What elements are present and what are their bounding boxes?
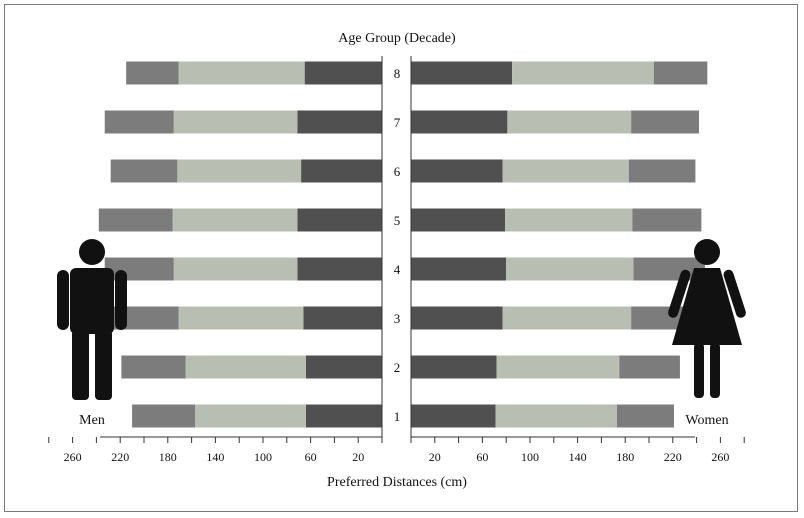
bars-group xyxy=(98,61,708,428)
women-bar-5-seg2 xyxy=(505,208,633,232)
men-bar-2-seg1 xyxy=(305,355,382,379)
women-bar-8-seg1 xyxy=(411,61,513,85)
woman-figure-icon xyxy=(668,239,746,398)
men-bar-2-seg2 xyxy=(185,355,306,379)
men-bar-3-seg2 xyxy=(178,306,304,330)
men-tick-label: 20 xyxy=(352,450,364,464)
men-bar-1-seg1 xyxy=(305,404,382,428)
women-bar-6-seg1 xyxy=(411,159,503,183)
women-bar-3-seg1 xyxy=(411,306,503,330)
men-tick-label: 180 xyxy=(159,450,177,464)
age-group-label: 4 xyxy=(394,262,401,277)
women-bar-4-seg2 xyxy=(506,257,634,281)
women-bar-5-seg1 xyxy=(411,208,506,232)
men-bar-1-seg3 xyxy=(132,404,196,428)
men-label: Men xyxy=(79,413,105,428)
age-group-label: 5 xyxy=(394,213,401,228)
x-axis-label: Preferred Distances (cm) xyxy=(327,475,467,490)
men-tick-label: 260 xyxy=(64,450,82,464)
women-tick-label: 220 xyxy=(664,450,682,464)
men-tick-label: 140 xyxy=(206,450,224,464)
chart-title: Age Group (Decade) xyxy=(338,31,456,46)
women-bar-6-seg3 xyxy=(628,159,696,183)
men-bar-5-seg1 xyxy=(297,208,382,232)
men-tick-label: 220 xyxy=(111,450,129,464)
men-bar-4-seg2 xyxy=(173,257,298,281)
women-bar-2-seg2 xyxy=(496,355,620,379)
chart-frame xyxy=(4,4,798,512)
women-tick-label: 140 xyxy=(569,450,587,464)
age-group-label: 6 xyxy=(394,164,401,179)
women-bar-1-seg2 xyxy=(495,404,617,428)
axes-group: 1 2 3 4 5 6 7 8 260 220 180 140 100 60 20 20 60 100 140 180… xyxy=(48,56,745,464)
men-bar-4-seg1 xyxy=(297,257,382,281)
men-bar-6-seg2 xyxy=(177,159,302,183)
men-bar-7-seg2 xyxy=(173,110,298,134)
men-bar-6-seg1 xyxy=(301,159,382,183)
men-bar-5-seg2 xyxy=(172,208,298,232)
men-bar-5-seg3 xyxy=(98,208,173,232)
women-bar-1-seg3 xyxy=(616,404,674,428)
women-bar-7-seg1 xyxy=(411,110,508,134)
women-bar-7-seg2 xyxy=(507,110,632,134)
women-bar-2-seg3 xyxy=(619,355,680,379)
men-bar-3-seg1 xyxy=(303,306,382,330)
men-bar-8-seg1 xyxy=(304,61,382,85)
women-bar-6-seg2 xyxy=(502,159,629,183)
women-label: Women xyxy=(685,413,728,428)
women-bar-4-seg1 xyxy=(411,257,507,281)
women-bar-7-seg3 xyxy=(631,110,699,134)
women-bar-8-seg3 xyxy=(653,61,708,85)
men-bar-1-seg2 xyxy=(195,404,306,428)
age-group-label: 8 xyxy=(394,66,401,81)
men-bar-2-seg3 xyxy=(121,355,186,379)
women-tick-label: 180 xyxy=(616,450,634,464)
men-bar-7-seg1 xyxy=(297,110,382,134)
age-group-label: 1 xyxy=(394,409,401,424)
women-bar-8-seg2 xyxy=(512,61,654,85)
men-tick-label: 60 xyxy=(305,450,317,464)
men-bar-3-seg3 xyxy=(111,306,179,330)
men-bar-7-seg3 xyxy=(104,110,174,134)
women-tick-label: 20 xyxy=(429,450,441,464)
women-tick-label: 260 xyxy=(711,450,729,464)
women-bar-3-seg2 xyxy=(502,306,632,330)
women-bar-2-seg1 xyxy=(411,355,497,379)
women-tick-label: 100 xyxy=(521,450,539,464)
men-bar-8-seg2 xyxy=(178,61,305,85)
man-figure-icon xyxy=(57,239,127,400)
women-bar-1-seg1 xyxy=(411,404,496,428)
age-group-label: 7 xyxy=(394,115,401,130)
men-bar-6-seg3 xyxy=(110,159,178,183)
men-bar-8-seg3 xyxy=(126,61,179,85)
women-tick-label: 60 xyxy=(476,450,488,464)
age-group-label: 2 xyxy=(394,360,401,375)
women-bar-5-seg3 xyxy=(632,208,702,232)
men-tick-label: 100 xyxy=(254,450,272,464)
age-group-label: 3 xyxy=(394,311,401,326)
